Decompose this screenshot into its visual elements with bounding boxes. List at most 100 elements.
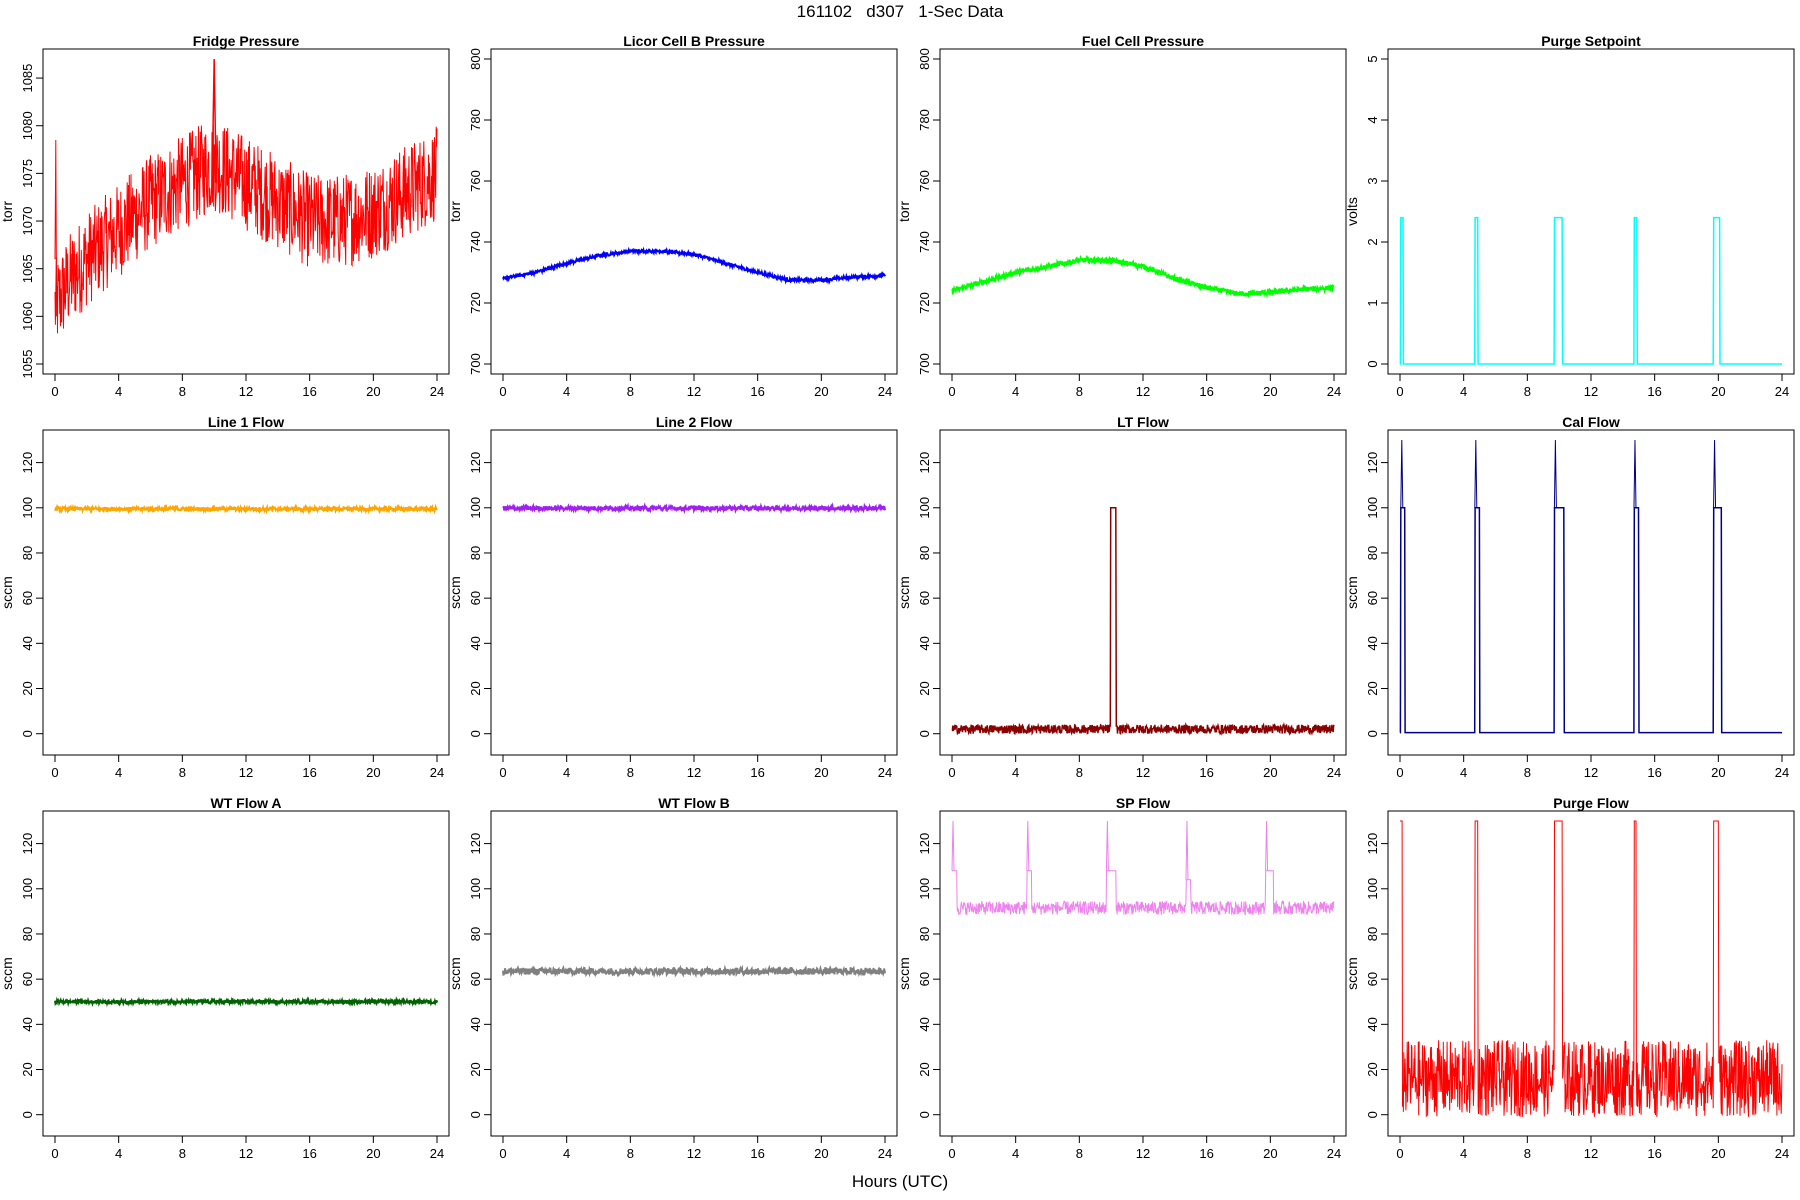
y-tick-label: 80 xyxy=(468,927,483,941)
spike xyxy=(54,140,58,317)
x-tick-label: 0 xyxy=(948,384,955,399)
panel-wt-flow-a: WT Flow A sccm 0 4 8 12 16 20 24 0 20 40 60 80 100 120 xyxy=(0,795,450,1161)
x-axis: 0 4 8 12 16 20 24 xyxy=(51,755,444,780)
y-axis-label: sccm xyxy=(447,957,463,990)
y-tick-label: 100 xyxy=(917,497,932,519)
x-tick-label: 20 xyxy=(814,765,828,780)
y-tick-label: 40 xyxy=(468,636,483,650)
x-tick-label: 20 xyxy=(1263,765,1277,780)
x-axis: 0 4 8 12 16 20 24 xyxy=(1396,1136,1789,1161)
x-tick-label: 20 xyxy=(1711,765,1725,780)
y-axis-label: torr xyxy=(896,201,912,222)
x-tick-label: 8 xyxy=(179,1146,186,1161)
y-tick-label: 20 xyxy=(20,681,35,695)
y-tick-label: 720 xyxy=(917,292,932,314)
y-axis-label: sccm xyxy=(1344,576,1360,609)
x-tick-label: 8 xyxy=(179,384,186,399)
series-purge-flow xyxy=(1400,820,1783,1118)
y-tick-label: 700 xyxy=(917,353,932,375)
x-tick-label: 12 xyxy=(1584,765,1598,780)
y-tick-label: 1075 xyxy=(20,159,35,188)
series-line xyxy=(951,507,1335,737)
plot-frame xyxy=(42,429,450,756)
series-fridge-pressure xyxy=(54,58,438,334)
panel-purge-flow: Purge Flow sccm 0 4 8 12 16 20 24 0 20 40 60 80 100 120 xyxy=(1344,795,1795,1161)
y-tick-label: 40 xyxy=(917,1017,932,1031)
y-axis-label: sccm xyxy=(447,576,463,609)
y-tick-label: 4 xyxy=(1365,116,1380,123)
x-tick-label: 24 xyxy=(430,1146,444,1161)
x-tick-label: 16 xyxy=(302,384,316,399)
x-tick-label: 12 xyxy=(687,384,701,399)
x-tick-label: 12 xyxy=(687,1146,701,1161)
y-tick-label: 60 xyxy=(20,591,35,605)
y-tick-label: 1060 xyxy=(20,302,35,331)
pulse-spike xyxy=(1265,820,1269,871)
x-axis: 0 4 8 12 16 20 24 xyxy=(1396,755,1789,780)
x-tick-label: 8 xyxy=(1524,1146,1531,1161)
pulse-spike xyxy=(1400,439,1404,508)
y-tick-label: 720 xyxy=(468,292,483,314)
plot-frame xyxy=(1387,48,1795,375)
panel-title: Line 1 Flow xyxy=(208,414,284,430)
y-tick-label: 100 xyxy=(917,878,932,900)
panel-lt-flow: LT Flow sccm 0 4 8 12 16 20 24 0 20 40 60 80 100 120 xyxy=(896,414,1347,780)
x-tick-label: 8 xyxy=(1076,384,1083,399)
y-axis: 0 20 40 60 80 100 120 xyxy=(1365,833,1388,1118)
y-tick-label: 5 xyxy=(1365,55,1380,62)
x-tick-label: 24 xyxy=(1327,1146,1341,1161)
main-title: 161102 d307 1-Sec Data xyxy=(796,2,1004,21)
y-tick-label: 780 xyxy=(468,109,483,131)
y-tick-label: 100 xyxy=(468,497,483,519)
panel-title: Purge Flow xyxy=(1553,795,1629,811)
plot-frame xyxy=(490,429,898,756)
x-tick-label: 16 xyxy=(750,765,764,780)
x-tick-label: 12 xyxy=(239,765,253,780)
x-tick-label: 20 xyxy=(1263,384,1277,399)
pulse-spike xyxy=(1474,439,1478,508)
x-tick-label: 4 xyxy=(115,1146,122,1161)
series-sp-flow xyxy=(951,820,1335,916)
x-tick-label: 16 xyxy=(750,1146,764,1161)
x-tick-label: 24 xyxy=(1775,1146,1789,1161)
x-tick-label: 20 xyxy=(814,384,828,399)
y-tick-label: 120 xyxy=(20,833,35,855)
panel-title: Fuel Cell Pressure xyxy=(1082,33,1204,49)
y-tick-label: 100 xyxy=(1365,878,1380,900)
x-tick-label: 16 xyxy=(1647,384,1661,399)
y-axis: 0 20 40 60 80 100 120 xyxy=(1365,452,1388,737)
x-tick-label: 20 xyxy=(1263,1146,1277,1161)
pulse-spike xyxy=(1026,820,1030,871)
y-tick-label: 60 xyxy=(1365,972,1380,986)
panel-title: Fridge Pressure xyxy=(193,33,300,49)
panel-line-2-flow: Line 2 Flow sccm 0 4 8 12 16 20 24 0 20 40 60 80 100 12… xyxy=(447,414,898,780)
x-tick-label: 24 xyxy=(430,765,444,780)
x-tick-label: 16 xyxy=(1647,1146,1661,1161)
y-tick-label: 80 xyxy=(917,546,932,560)
y-tick-label: 120 xyxy=(468,452,483,474)
x-tick-label: 16 xyxy=(302,1146,316,1161)
y-axis-label: torr xyxy=(447,201,463,222)
x-axis: 0 4 8 12 16 20 24 xyxy=(499,755,892,780)
x-axis: 0 4 8 12 16 20 24 xyxy=(1396,374,1789,399)
x-tick-label: 20 xyxy=(1711,384,1725,399)
x-tick-label: 0 xyxy=(499,765,506,780)
y-axis-label: volts xyxy=(1344,197,1360,226)
x-tick-label: 8 xyxy=(627,384,634,399)
x-tick-label: 16 xyxy=(1199,765,1213,780)
y-tick-label: 80 xyxy=(1365,927,1380,941)
series-line xyxy=(952,870,1335,916)
y-axis: 0 20 40 60 80 100 120 xyxy=(20,452,43,737)
y-tick-label: 100 xyxy=(20,497,35,519)
x-tick-label: 20 xyxy=(366,384,380,399)
y-tick-label: 700 xyxy=(468,353,483,375)
plot-frame xyxy=(939,429,1347,756)
y-axis: 0 20 40 60 80 100 120 xyxy=(468,833,491,1118)
y-axis: 0 20 40 60 80 100 120 xyxy=(20,833,43,1118)
y-tick-label: 0 xyxy=(20,730,35,737)
y-tick-label: 2 xyxy=(1365,238,1380,245)
y-tick-label: 760 xyxy=(917,170,932,192)
x-tick-label: 16 xyxy=(750,384,764,399)
